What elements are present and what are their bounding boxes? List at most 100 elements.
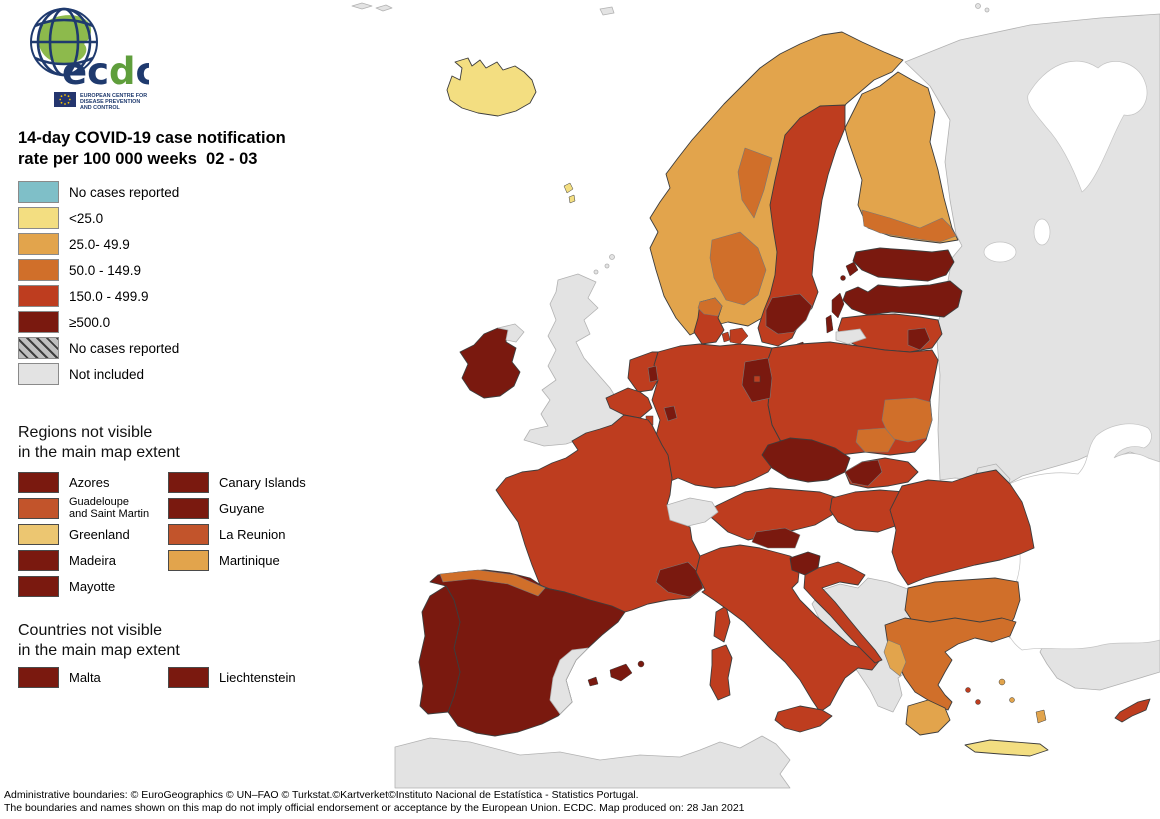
eu-flag-icon [54,92,76,107]
region-uk [523,273,628,447]
legend: No cases reported <25.0 25.0- 49.9 50.0 … [18,179,179,387]
legend-swatch-lt25 [18,207,59,229]
legend-swatch-no-cases [18,181,59,203]
inset-swatch [168,471,209,493]
legend-label: Not included [69,366,145,382]
legend-label: 25.0- 49.9 [69,236,130,252]
region-france-provence [655,561,704,598]
region-spain-north [439,569,546,597]
legend-row: No cases reported [18,335,179,361]
lake-onega [1033,218,1051,246]
region-germany-west-spot [663,405,678,422]
inset-swatch [168,666,209,688]
countries-inset-list: Malta Liechtenstein [18,664,338,690]
region-poland-se [855,427,896,453]
inset-swatch [168,549,209,571]
legend-label: ≥500.0 [69,314,111,330]
region-rhodes [1035,709,1047,724]
region-shetland [609,254,615,260]
inset-swatch [168,497,209,519]
inset-label: Mayotte [69,578,116,594]
region-ibiza [587,676,599,687]
region-aegean-island [998,678,1006,686]
inset-item-la-reunion: La Reunion [168,521,338,547]
region-poland-se [881,397,933,443]
region-netherlands-east-spot [647,365,659,383]
region-greece [884,617,1017,711]
legend-row: Not included [18,361,179,387]
region-switzerland [666,497,719,527]
legend-row: No cases reported [18,179,179,205]
white-sea [1027,60,1148,193]
region-denmark-zealand [729,327,749,345]
inset-item-guadeloupe: Guadeloupe and Saint Martin [18,495,168,521]
org-name-line3: AND CONTROL [80,105,121,111]
region-croatia [803,561,883,664]
inset-item-greenland: Greenland [18,521,168,547]
regions-inset-list: Azores Canary Islands Guadeloupe and Sai… [18,469,338,599]
region-norway-south-inland [709,231,767,306]
inset-item-madeira: Madeira [18,547,168,573]
region-estonia-islands [845,261,859,277]
region-austria-south [751,527,801,549]
countries-inset-heading: Countries not visible in the main map ex… [18,622,180,659]
org-name-line1: EUROPEAN CENTRE FOR [80,93,147,99]
legend-row: 50.0 - 149.9 [18,257,179,283]
inset-swatch [18,523,59,545]
legend-label: <25.0 [69,210,104,226]
region-sweden [757,104,846,347]
inset-item-canary-islands: Canary Islands [168,469,338,495]
region-faroe [568,194,576,204]
region-slovakia-west [844,459,883,487]
region-sweden-south [765,293,813,335]
org-name-line2: DISEASE PREVENTION [80,99,140,105]
legend-swatch-150-499 [18,285,59,307]
inset-swatch [18,666,59,688]
legend-swatch-25-49 [18,233,59,255]
region-faroe [563,182,574,194]
region-menorca [637,660,645,668]
region-northern-ireland [497,323,525,343]
region-iceland [446,57,537,117]
legend-label: No cases reported [69,184,180,200]
region-aegean-island [975,699,981,705]
region-sicily [774,705,833,733]
region-greece-west [883,639,907,677]
region-belgium [605,387,653,419]
legend-swatch-not-included [18,363,59,385]
region-norway-mid [737,147,773,219]
region-north-africa [394,735,791,789]
inset-swatch [18,575,59,597]
region-estonia [852,247,955,282]
inset-swatch [18,497,59,519]
region-mallorca [609,663,633,682]
inset-swatch [168,523,209,545]
inset-item-guyane: Guyane [168,495,338,521]
region-peloponnese [905,699,951,736]
region-denmark-north [697,297,723,317]
inset-label: Canary Islands [219,474,306,490]
inset-label: Guadeloupe and Saint Martin [69,496,150,520]
inset-label: Malta [69,669,101,685]
ecdc-logo: ecdc EUROPEAN CENTRE FOR DISEASE PREVENT… [30,7,149,111]
region-romania [889,469,1035,586]
attribution-line1: Administrative boundaries: © EuroGeograp… [4,789,639,801]
region-latvia [842,280,963,318]
legend-row: ≥500.0 [18,309,179,335]
region-estonia-islands [840,275,846,281]
legend-row: 150.0 - 499.9 [18,283,179,309]
ecdc-wordmark: ecdc [62,50,149,93]
region-cyprus [1114,698,1151,723]
region-lithuania-east [907,327,931,351]
inset-item-mayotte: Mayotte [18,573,168,599]
region-france [495,414,704,613]
region-aegean-island [965,687,971,693]
inset-label: Azores [69,474,110,490]
region-arctic-island [975,3,981,9]
inset-item-martinique: Martinique [168,547,338,573]
legend-swatch-no-cases-hatched [18,337,59,359]
region-svalbard [375,4,393,12]
map-attribution: Administrative boundaries: © EuroGeograp… [4,789,745,815]
region-svalbard [351,2,373,10]
legend-row: <25.0 [18,205,179,231]
